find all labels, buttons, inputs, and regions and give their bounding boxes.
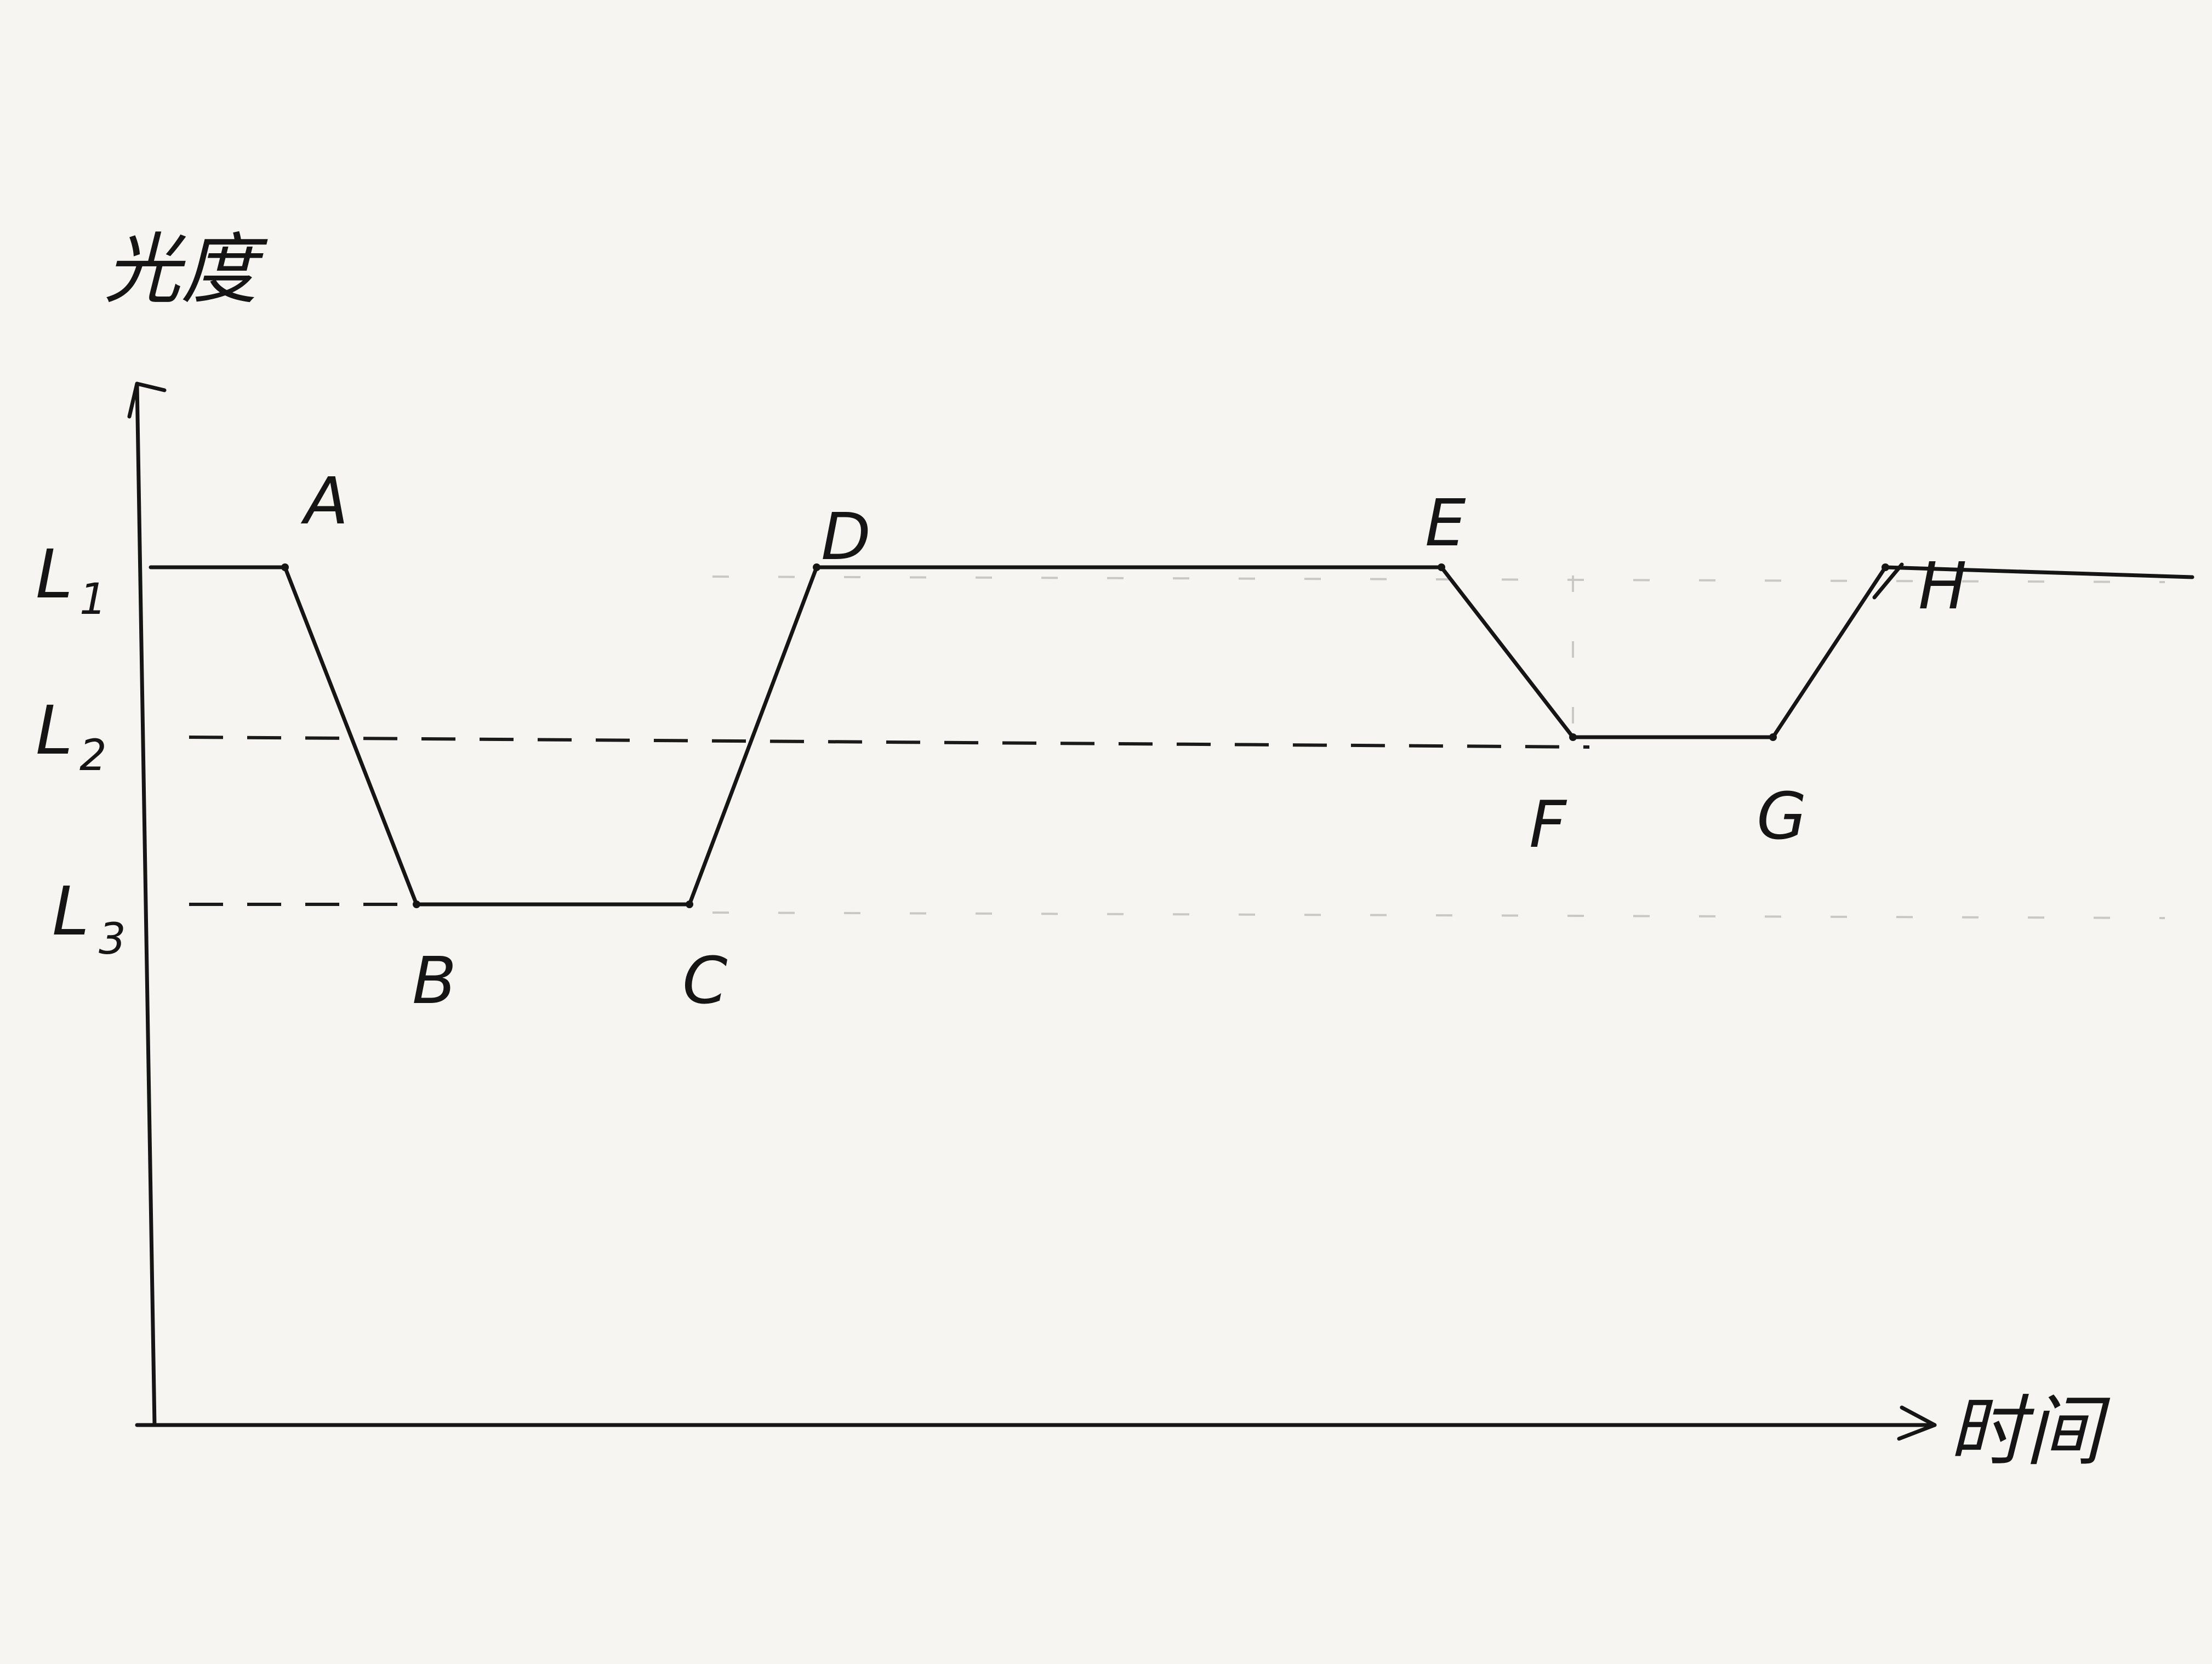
point-label-e: E <box>1425 485 1466 561</box>
level-label-l3: L 3 <box>52 873 126 964</box>
x-axis-title: 时间 <box>1948 1387 2111 1477</box>
point-labels: A B C D E F G H <box>300 463 1967 1018</box>
vertex-b <box>413 901 420 908</box>
y-axis-arrowhead <box>127 381 167 419</box>
point-label-f: F <box>1529 787 1567 862</box>
light-curve <box>149 562 2194 908</box>
vertex-c <box>686 901 693 908</box>
vertex-h <box>1882 563 1889 571</box>
level-l2-subscript: 2 <box>79 731 107 780</box>
vertex-f <box>1569 733 1577 741</box>
vertex-d <box>813 563 820 571</box>
level-l3-letter: L <box>52 873 89 950</box>
tick-mark-h <box>1872 562 1904 600</box>
point-label-c: C <box>682 943 727 1018</box>
vertex-g <box>1769 733 1777 741</box>
point-label-g: G <box>1757 778 1806 854</box>
x-axis-arrowhead <box>1897 1405 1937 1441</box>
vertex-e <box>1438 563 1445 571</box>
y-axis <box>135 381 157 1427</box>
level-l1-subscript: 1 <box>79 575 107 624</box>
paper-rule-lines <box>712 575 2165 919</box>
y-axis-title: 光度 <box>104 225 268 315</box>
point-label-b: B <box>412 943 457 1018</box>
point-label-h: H <box>1918 548 1967 624</box>
level-label-l1: L 1 <box>36 535 107 624</box>
dashed-guide-l2 <box>189 736 1590 749</box>
point-label-a: A <box>300 463 349 539</box>
level-label-l2: L 2 <box>36 692 107 780</box>
light-curve-line <box>149 565 2194 907</box>
axes <box>127 381 1937 1441</box>
level-l1-letter: L <box>36 535 73 613</box>
level-l3-subscript: 3 <box>99 915 126 964</box>
dashed-guides <box>189 736 1590 906</box>
level-l2-letter: L <box>36 692 73 770</box>
vertex-a <box>281 563 289 571</box>
point-label-d: D <box>821 499 871 574</box>
